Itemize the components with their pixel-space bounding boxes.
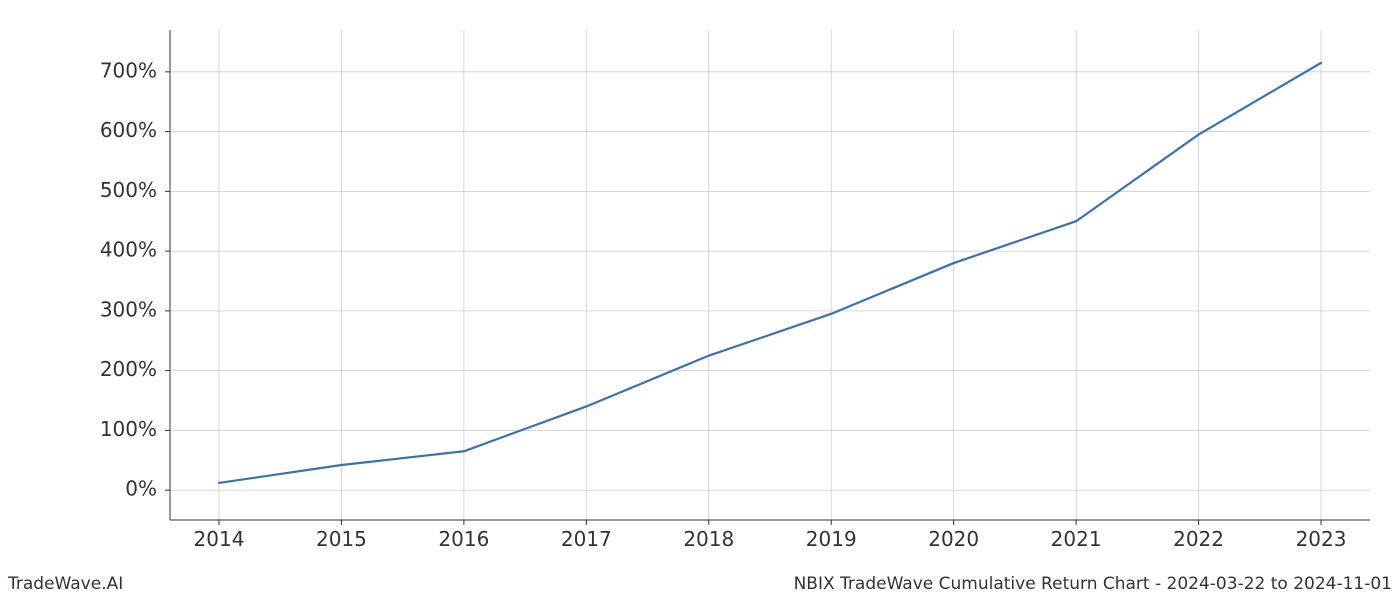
- grid: [170, 30, 1370, 520]
- footer-left-brand: TradeWave.AI: [8, 574, 123, 594]
- y-tick-label: 200%: [100, 357, 157, 381]
- y-tick-label: 300%: [100, 297, 157, 321]
- footer-right-caption: NBIX TradeWave Cumulative Return Chart -…: [794, 574, 1392, 594]
- x-tick-label: 2018: [683, 527, 734, 551]
- x-tick-label: 2023: [1296, 527, 1347, 551]
- x-tick-label: 2019: [806, 527, 857, 551]
- chart-container: 0% 100% 200% 300% 400% 500% 600% 700% 2014 2015 20…: [0, 0, 1400, 600]
- y-tick-label: 600%: [100, 118, 157, 142]
- y-tick-label: 500%: [100, 178, 157, 202]
- x-tick-label: 2015: [316, 527, 367, 551]
- y-tick-label: 400%: [100, 238, 157, 262]
- line-chart: 0% 100% 200% 300% 400% 500% 600% 700% 2014 2015 20…: [0, 0, 1400, 600]
- x-tick-label: 2020: [928, 527, 979, 551]
- x-tick-label: 2016: [438, 527, 489, 551]
- y-tick-label: 100%: [100, 417, 157, 441]
- ticks: 0% 100% 200% 300% 400% 500% 600% 700% 2014 2015 20…: [100, 58, 1347, 551]
- x-tick-label: 2021: [1051, 527, 1102, 551]
- x-tick-label: 2017: [561, 527, 612, 551]
- y-tick-label: 700%: [100, 58, 157, 82]
- x-tick-label: 2022: [1173, 527, 1224, 551]
- y-tick-label: 0%: [125, 477, 157, 501]
- x-tick-label: 2014: [194, 527, 245, 551]
- series-cumulative-return: [219, 63, 1321, 483]
